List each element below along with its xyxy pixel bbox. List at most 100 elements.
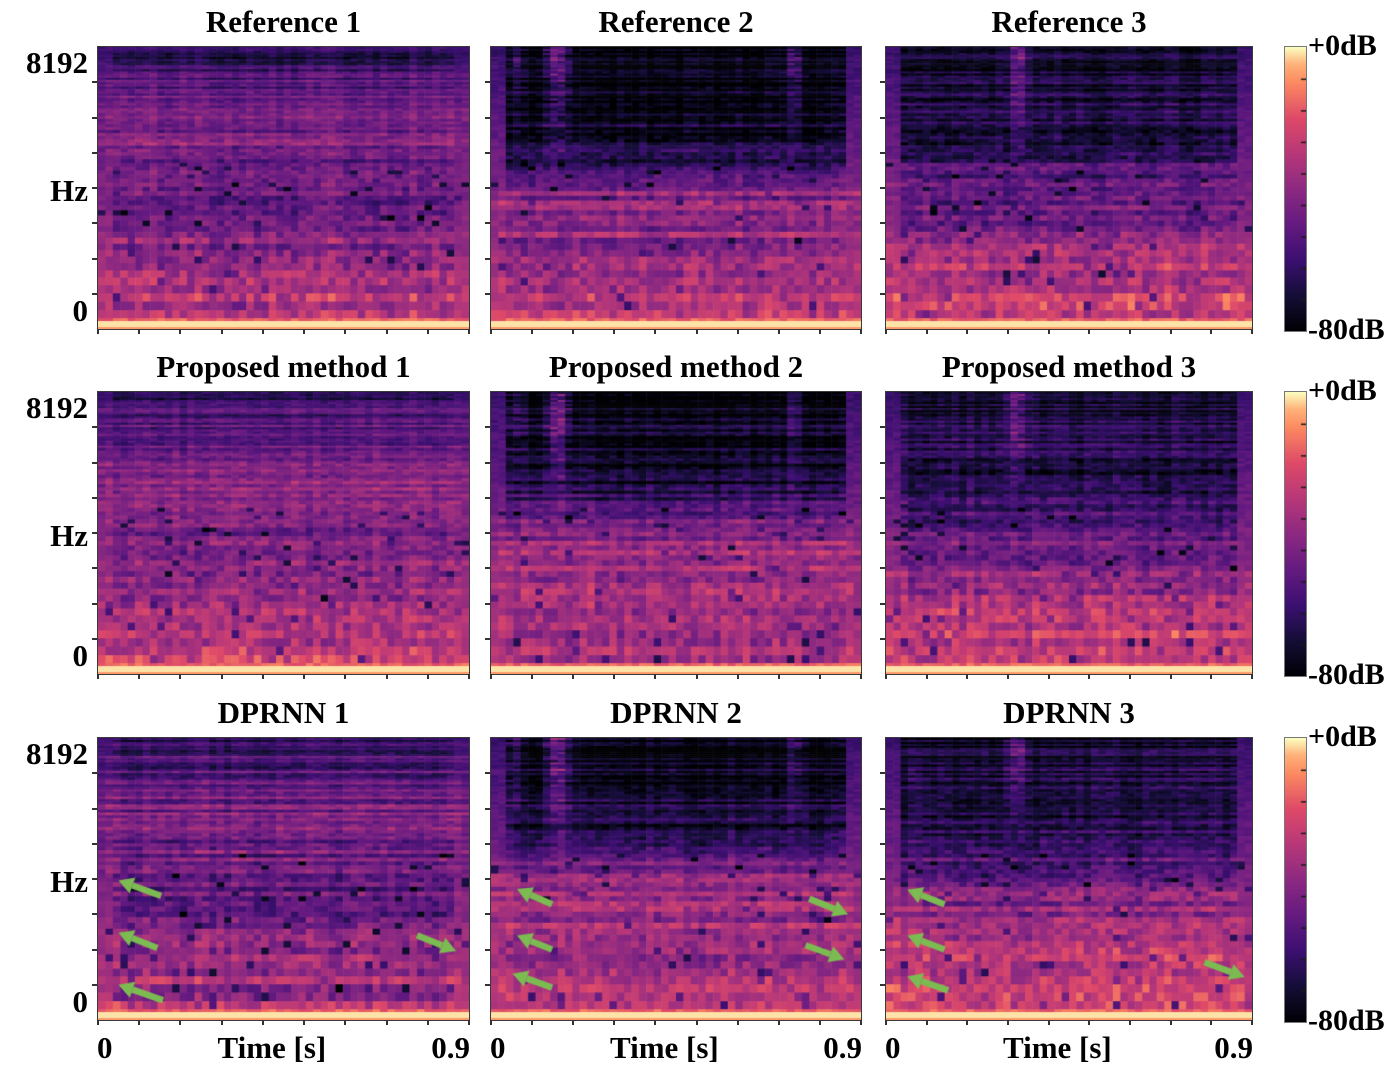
x-axis-tick (966, 674, 969, 679)
panel-dprnn-3 (880, 737, 1253, 1025)
x-axis-tick (736, 674, 739, 679)
x-axis-tick (885, 674, 887, 679)
colorbar-min-label: -80dB (1308, 658, 1385, 691)
y-axis-tick-0: 0 (72, 638, 89, 673)
y-axis-tick (485, 842, 490, 845)
x-axis-tick (572, 1020, 575, 1025)
x-axis-tick (179, 1020, 182, 1025)
y-axis-tick (880, 637, 885, 640)
x-axis-tick (736, 1020, 739, 1025)
x-axis-tick (1006, 329, 1009, 334)
y-axis-tick-8192: 8192 (26, 45, 88, 80)
x-axis-tick (261, 1020, 264, 1025)
y-axis-tick (880, 81, 885, 84)
panel-reference-3 (880, 46, 1253, 334)
y-axis-tick (485, 532, 490, 534)
y-axis-tick (485, 983, 490, 986)
x-axis-tick (490, 329, 492, 334)
y-axis-tick-8192: 8192 (26, 736, 88, 771)
y-axis-tick (880, 948, 885, 951)
y-axis-tick (92, 461, 97, 464)
x-axis-tick (613, 674, 616, 679)
y-axis-tick (485, 807, 490, 810)
x-axis-tick (468, 329, 470, 334)
colorbar-max-label: +0dB (1308, 374, 1377, 407)
x-axis-tick (885, 1020, 887, 1025)
y-axis-tick (485, 913, 490, 916)
x-axis-tick (572, 674, 575, 679)
x-axis-tick (426, 329, 429, 334)
y-axis-tick (485, 567, 490, 570)
colorbar-min-label: -80dB (1308, 313, 1385, 346)
x-axis-tick (490, 674, 492, 679)
y-axis-tick (485, 772, 490, 775)
y-axis-tick (92, 187, 97, 189)
spectrogram-canvas (886, 47, 1252, 329)
colorbar-max-label: +0dB (1308, 29, 1377, 62)
x-tick-0: 0 (97, 1030, 113, 1065)
panel-title-proposed-1: Proposed method 1 (156, 349, 411, 384)
x-axis-tick (344, 329, 347, 334)
x-axis-tick (818, 1020, 821, 1025)
panel-title-dprnn-1: DPRNN 1 (217, 695, 350, 730)
y-axis-tick (92, 602, 97, 605)
x-axis-tick (220, 674, 223, 679)
y-axis-tick (92, 983, 97, 986)
x-axis-tick (468, 674, 470, 679)
x-axis-tick (1128, 1020, 1131, 1025)
x-axis-tick (303, 329, 306, 334)
y-axis-tick (92, 222, 97, 225)
x-axis-tick (1006, 674, 1009, 679)
x-axis-tick (654, 329, 657, 334)
x-axis-tick (1006, 1020, 1009, 1025)
y-axis-tick (880, 292, 885, 295)
y-axis-tick (92, 567, 97, 570)
x-axis-tick (426, 674, 429, 679)
y-axis-tick (485, 948, 490, 951)
x-axis-tick (654, 1020, 657, 1025)
x-axis-tick (966, 1020, 969, 1025)
x-axis-tick (1088, 674, 1091, 679)
colorbar-gradient (1285, 47, 1306, 331)
y-axis-tick (485, 222, 490, 225)
y-axis-tick (485, 602, 490, 605)
x-axis-tick (695, 1020, 698, 1025)
x-axis-tick (613, 329, 616, 334)
x-axis-labels: 0 Time [s] 0.9 (97, 1027, 470, 1069)
x-axis-labels: 0 Time [s] 0.9 (885, 1027, 1253, 1069)
x-axis-tick (531, 674, 534, 679)
spectrogram-canvas (98, 738, 469, 1020)
x-axis-tick (777, 674, 780, 679)
x-axis-tick (220, 1020, 223, 1025)
x-axis-tick (531, 1020, 534, 1025)
x-tick-09: 0.9 (431, 1030, 470, 1065)
y-axis-tick (485, 426, 490, 429)
y-axis-tick (92, 257, 97, 260)
x-axis-tick (736, 329, 739, 334)
x-axis-tick (613, 1020, 616, 1025)
x-axis-tick (1210, 674, 1213, 679)
row-reference: Reference 1 Reference 2 Reference 3 8192… (0, 0, 1392, 346)
y-axis-tick (92, 116, 97, 119)
y-axis-tick (485, 257, 490, 260)
x-axis-tick (97, 1020, 99, 1025)
x-axis-tick (818, 674, 821, 679)
y-axis-tick-0: 0 (72, 293, 89, 328)
panel-dprnn-1 (92, 737, 470, 1025)
x-axis-labels: 0 Time [s] 0.9 (490, 1027, 862, 1069)
y-axis-tick (485, 151, 490, 154)
panel-proposed-2 (485, 391, 862, 679)
spectrogram-canvas (98, 47, 469, 329)
y-axis-tick (485, 187, 490, 189)
x-axis-tick (1210, 329, 1213, 334)
y-axis-tick (880, 983, 885, 986)
spectrogram-canvas (98, 392, 469, 674)
x-axis-tick (777, 329, 780, 334)
y-axis-tick (92, 948, 97, 951)
x-axis-tick (531, 329, 534, 334)
y-axis-tick-8192: 8192 (26, 390, 88, 425)
x-axis-tick (885, 329, 887, 334)
y-axis-tick-0: 0 (72, 984, 89, 1019)
x-axis-tick (925, 674, 928, 679)
y-axis-tick (92, 292, 97, 295)
